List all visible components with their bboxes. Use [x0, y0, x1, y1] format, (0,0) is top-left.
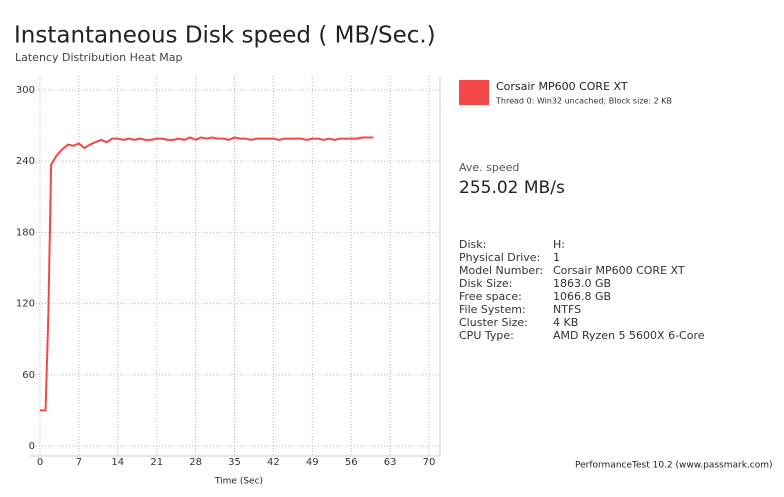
y-tick-label: 0 [29, 441, 35, 452]
detail-label: Cluster Size: [459, 316, 528, 329]
x-axis-label: Time (Sec) [214, 477, 263, 487]
detail-value: AMD Ryzen 5 5600X 6-Core [553, 329, 705, 342]
y-tick-label: 60 [22, 370, 35, 381]
x-tick-label: 70 [423, 457, 436, 468]
detail-label: Physical Drive: [459, 251, 540, 264]
x-tick-label: 28 [189, 457, 202, 468]
data-line [40, 136, 374, 412]
x-tick-label: 21 [150, 457, 163, 468]
x-tick-label: 63 [384, 457, 397, 468]
x-tick-label: 49 [306, 457, 319, 468]
average-label: Ave. speed [459, 161, 519, 174]
detail-label: Disk: [459, 238, 486, 251]
average-value: 255.02 MB/s [459, 178, 565, 198]
x-tick-label: 42 [267, 457, 280, 468]
legend-swatch [459, 80, 489, 105]
detail-value: 1 [553, 251, 560, 264]
x-tick-label: 14 [111, 457, 124, 468]
y-tick-label: 180 [16, 227, 35, 238]
detail-value: H: [553, 238, 565, 251]
detail-value: NTFS [553, 303, 581, 316]
legend-label: Corsair MP600 CORE XT [496, 80, 628, 93]
detail-label: Free space: [459, 290, 522, 303]
x-tick-label: 0 [37, 457, 43, 468]
footer: PerformanceTest 10.2 (www.passmark.com) [575, 461, 773, 471]
chart-subtitle: Latency Distribution Heat Map [15, 51, 182, 64]
detail-value: 1863.0 GB [553, 277, 611, 290]
chart-title: Instantaneous Disk speed ( MB/Sec.) [14, 23, 436, 49]
x-tick-label: 7 [76, 457, 82, 468]
detail-label: CPU Type: [459, 329, 514, 342]
detail-value: 4 KB [553, 316, 578, 329]
detail-label: Disk Size: [459, 277, 512, 290]
y-tick-label: 120 [16, 299, 35, 310]
x-tick-label: 56 [345, 457, 358, 468]
y-tick-label: 240 [16, 156, 35, 167]
detail-label: Model Number: [459, 264, 543, 277]
x-tick-label: 35 [228, 457, 241, 468]
detail-value: 1066.8 GB [553, 290, 611, 303]
detail-label: File System: [459, 303, 526, 316]
detail-value: Corsair MP600 CORE XT [553, 264, 685, 277]
legend-description: Thread 0: Win32 uncached; Block size: 2 … [495, 97, 672, 106]
y-tick-label: 300 [16, 85, 35, 96]
